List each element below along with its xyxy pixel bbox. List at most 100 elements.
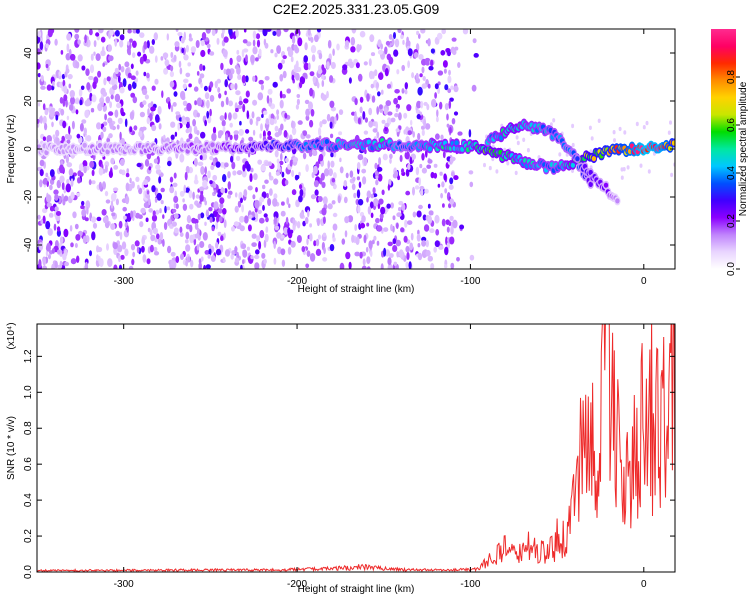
spectrogram-noise-cell <box>235 90 241 96</box>
spectrogram-noise-cell <box>213 201 219 210</box>
spectrogram-noise-cell <box>398 207 402 212</box>
spectrogram-noise-cell <box>76 192 81 197</box>
spectrogram-noise-cell <box>254 249 260 255</box>
spectrogram-noise-cell <box>54 38 58 46</box>
spectrogram-noise-cell <box>89 250 92 257</box>
spectrogram-noise-cell <box>378 157 382 166</box>
spectrogram-noise-cell <box>274 225 280 231</box>
spectrogram-noise-cell <box>622 167 626 172</box>
spectrogram-noise-cell <box>377 166 383 172</box>
spectrogram-noise-cell <box>390 202 394 209</box>
spectrogram-noise-cell <box>276 45 281 54</box>
spectrogram-noise-cell <box>127 83 132 91</box>
spectrogram-noise-cell <box>452 49 457 56</box>
spectrogram-noise-cell <box>42 215 46 224</box>
spectrogram-noise-cell <box>38 242 44 251</box>
spectrogram-noise-cell <box>196 243 200 251</box>
spectrogram-noise-cell <box>106 243 109 251</box>
spectrogram-noise-cell <box>597 118 601 124</box>
spectrogram-noise-cell <box>241 169 247 178</box>
spectrogram-noise-cell <box>377 91 381 97</box>
spectrogram-noise-cell <box>449 236 455 245</box>
spectrogram-noise-cell <box>194 157 198 167</box>
spectrogram-noise-cell <box>376 225 383 232</box>
spectrogram-noise-cell <box>380 263 384 269</box>
spectrogram-noise-cell <box>291 189 297 196</box>
spectrogram-noise-cell <box>112 187 119 192</box>
spectrogram-noise-cell <box>279 90 283 99</box>
spectrogram-noise-cell <box>102 181 106 190</box>
spectrogram-noise-cell <box>102 216 109 224</box>
spectrogram-noise-cell <box>195 194 200 199</box>
spectrogram-noise-cell <box>150 106 156 112</box>
spectrogram-noise-cell <box>200 212 205 219</box>
spectrogram-noise-cell <box>185 44 189 53</box>
spectrogram-noise-cell <box>394 89 400 94</box>
spectrogram-noise-cell <box>418 177 422 186</box>
spectrogram-noise-cell <box>45 63 49 69</box>
spectrogram-noise-cell <box>221 32 224 39</box>
spectrogram-noise-cell <box>74 223 79 230</box>
spectrogram-noise-cell <box>216 213 220 220</box>
spectrogram-noise-cell <box>63 187 67 194</box>
spectrogram-noise-cell <box>283 29 289 33</box>
spectrogram-noise-cell <box>297 120 303 125</box>
spectrogram-noise-cell <box>326 113 331 122</box>
spectrogram-noise-cell <box>321 119 327 125</box>
spectrogram-noise-cell <box>276 29 282 37</box>
spectrogram-noise-cell <box>145 217 149 223</box>
spectrogram-noise-cell <box>457 62 461 68</box>
spectrogram-noise-cell <box>250 167 254 173</box>
spectrogram-noise-cell <box>118 264 123 269</box>
spectrogram-noise-cell <box>119 40 124 48</box>
spectrogram-noise-cell <box>221 119 226 127</box>
spectrogram-noise-cell <box>182 119 187 125</box>
spectrogram-noise-cell <box>115 198 119 206</box>
spectrogram-noise-cell <box>179 153 185 163</box>
spectrogram-noise-cell <box>96 254 99 261</box>
spectrogram-noise-cell <box>310 45 317 54</box>
spectrogram-noise-cell <box>273 211 279 219</box>
spectrogram-noise-cell <box>83 127 88 135</box>
spectrogram-noise-cell <box>412 211 417 218</box>
spectrogram-noise-cell <box>205 264 211 269</box>
colorbar-tick-label: 0.6 <box>726 118 737 132</box>
spectrogram-noise-cell <box>65 155 69 164</box>
spectrogram-trace-cell <box>454 140 459 146</box>
spectrogram-noise-cell <box>207 254 211 259</box>
spectrogram-noise-cell <box>257 29 264 33</box>
spectrogram-noise-cell <box>447 88 452 94</box>
spectrogram-noise-cell <box>59 164 64 174</box>
spectrogram-noise-cell <box>262 184 266 190</box>
spectrogram-noise-cell <box>113 264 118 269</box>
spectrogram-noise-cell <box>516 140 520 146</box>
spectrogram-noise-cell <box>117 75 121 84</box>
spectrogram-noise-cell <box>248 214 253 219</box>
spectrogram-noise-cell <box>169 80 175 88</box>
chart-title: C2E2.2025.331.23.05.G09 <box>273 1 440 17</box>
spectrogram-noise-cell <box>79 123 84 132</box>
spectrogram-noise-cell <box>351 234 355 243</box>
spectrogram-noise-cell <box>449 126 452 134</box>
spectrogram-noise-cell <box>304 99 310 105</box>
spectrogram-noise-cell <box>170 134 175 140</box>
spectrogram-noise-cell <box>404 151 410 160</box>
spectrogram-noise-cell <box>291 74 295 81</box>
spectrogram-noise-cell <box>155 209 160 215</box>
spectrogram-noise-cell <box>61 181 65 191</box>
spectrogram-y-axis: -40 -20 0 20 40 <box>23 47 675 252</box>
spectrogram-noise-cell <box>250 54 255 64</box>
spectrogram-noise-cell <box>174 131 178 137</box>
spectrogram-noise-cell <box>179 67 183 75</box>
spectrogram-noise-cell <box>65 183 72 193</box>
spectrogram-noise-cell <box>163 134 166 141</box>
spectrogram-noise-cell <box>437 70 444 76</box>
spectrogram-noise-cell <box>436 116 439 123</box>
spectrogram-noise-cell <box>406 36 409 44</box>
spectrogram-noise-cell <box>92 81 97 89</box>
spectrogram-noise-cell <box>409 242 414 251</box>
spectrogram-noise-cell <box>446 123 450 128</box>
spectrogram-noise-cell <box>144 94 149 100</box>
spectrogram-noise-cell <box>255 187 258 193</box>
